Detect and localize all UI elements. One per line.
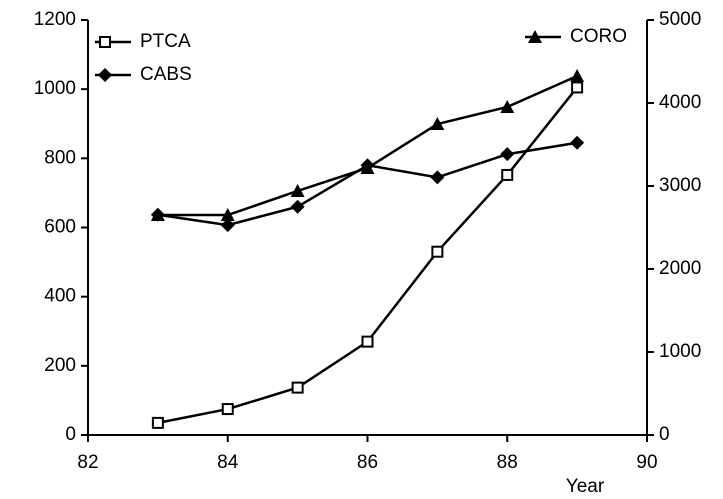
data-point (431, 245, 444, 258)
y-tick-label: 1000 (34, 78, 76, 99)
data-point (360, 160, 375, 174)
x-tick-label: 82 (77, 452, 98, 473)
legend-label: CORO (570, 26, 627, 47)
data-point (221, 403, 234, 416)
data-point (570, 135, 585, 150)
data-point (501, 168, 514, 181)
data-point (151, 416, 164, 429)
y-tick-label: 400 (44, 286, 76, 307)
y2-tick-label: 4000 (659, 92, 701, 113)
y2-tick-label: 5000 (659, 9, 701, 30)
series-line (157, 86, 579, 425)
y2-tick-label: 2000 (659, 258, 701, 279)
y-tick-label: 200 (44, 355, 76, 376)
data-point (571, 81, 584, 94)
data-point (291, 381, 304, 394)
data-point (570, 69, 585, 83)
x-axis-label: Year (566, 476, 605, 497)
data-point (290, 183, 305, 197)
data-point (500, 147, 515, 162)
legend-marker (98, 68, 112, 82)
legend-marker (528, 30, 542, 43)
x-tick-label: 88 (497, 452, 518, 473)
data-point (290, 199, 305, 214)
data-point (430, 170, 445, 185)
legend-label: CABS (140, 64, 192, 85)
legend-label: PTCA (140, 31, 191, 52)
x-tick-label: 90 (636, 452, 657, 473)
x-tick-label: 84 (217, 452, 239, 473)
data-point (220, 208, 235, 222)
y-tick-label: 1200 (34, 9, 76, 30)
y2-tick-label: 1000 (659, 341, 701, 362)
y-tick-label: 0 (65, 424, 76, 445)
x-tick-label: 86 (357, 452, 378, 473)
y2-tick-label: 0 (659, 424, 670, 445)
y-tick-label: 800 (44, 147, 76, 168)
data-point (220, 218, 235, 233)
data-point (430, 116, 445, 130)
data-point (361, 335, 374, 348)
data-point (150, 208, 165, 222)
y-tick-label: 600 (44, 217, 76, 238)
series-line (157, 74, 578, 217)
data-point (500, 99, 515, 113)
y2-tick-label: 3000 (659, 175, 701, 196)
legend-marker (99, 36, 111, 48)
series-line (157, 141, 578, 227)
